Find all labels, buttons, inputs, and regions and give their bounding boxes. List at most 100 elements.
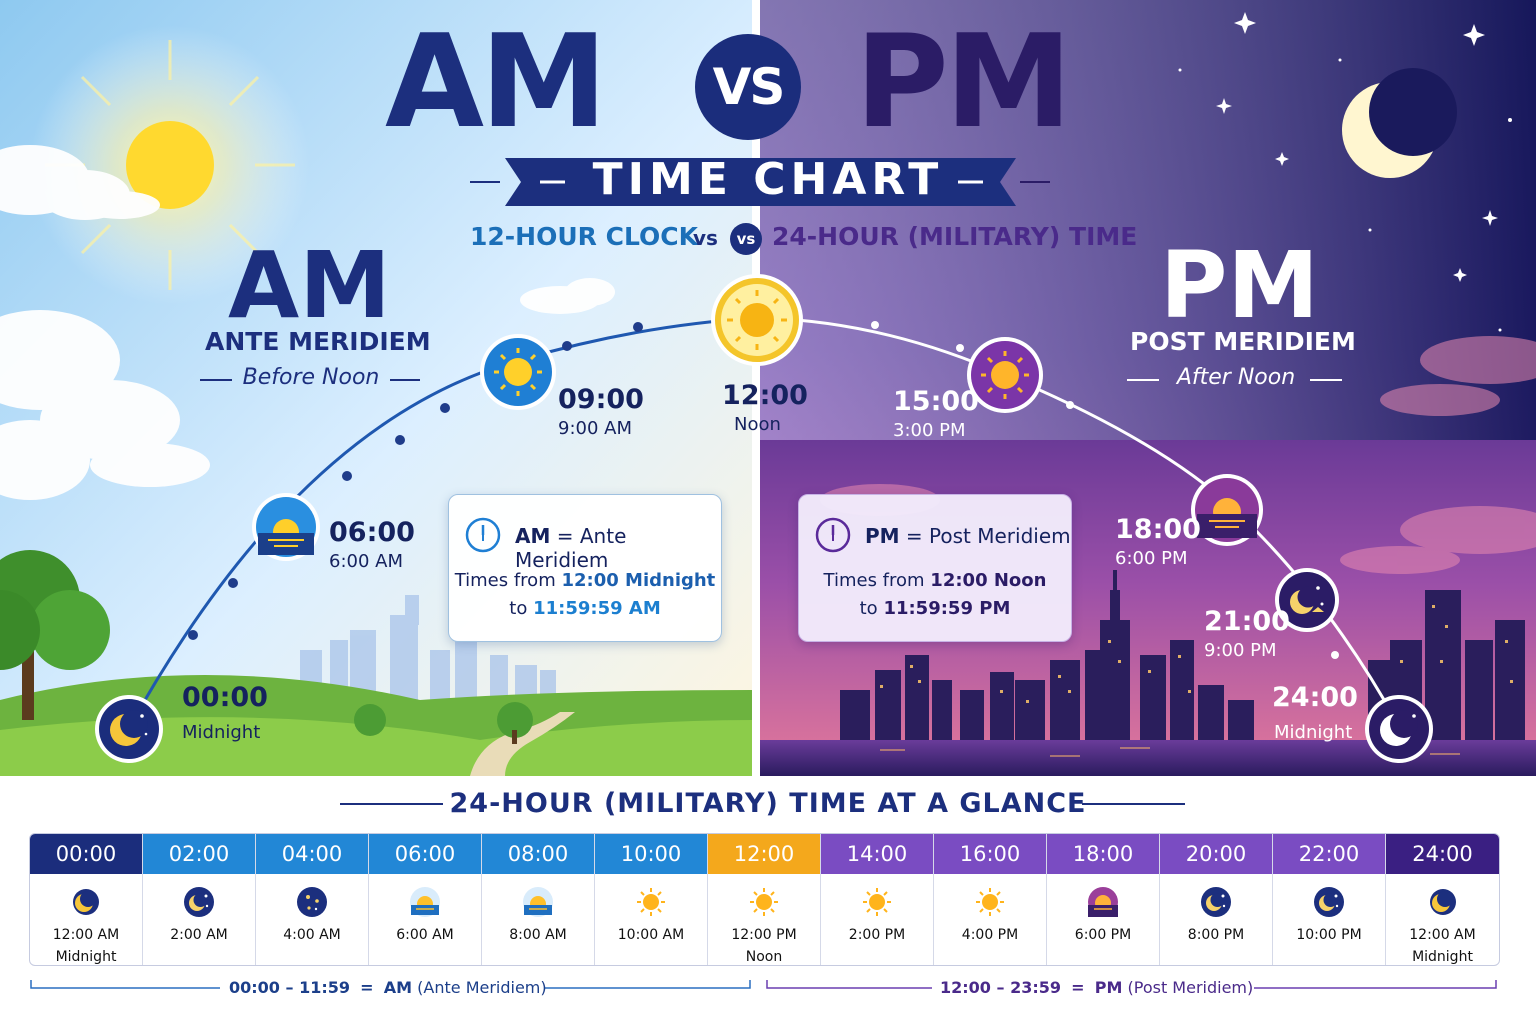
pm-card-line1: Times from 12:00 Noon	[799, 570, 1071, 591]
pm-full-name: POST MERIDIEM	[1130, 327, 1356, 356]
glance-column-1800: 18:00 6:00 PM	[1047, 834, 1160, 965]
sunrise-icon	[410, 887, 440, 917]
glance-column-header: 04:00	[256, 834, 368, 874]
clock-icon	[465, 517, 501, 553]
subtitle-12-hour: 12-HOUR CLOCK	[470, 222, 698, 251]
moon-icon	[73, 889, 99, 915]
am-card-term: Ante Meridiem	[515, 524, 627, 572]
glance-table: 00:00 12:00 AM Midnight 02:00 2:00 AM 04:00 4:…	[29, 833, 1500, 966]
pm-card-equals: =	[905, 524, 923, 548]
range-brackets	[30, 980, 1497, 989]
glance-column-header: 12:00	[708, 834, 820, 874]
marker-label-15: 3:00 PM	[893, 420, 966, 441]
glance-column-0800: 08:00 8:00 AM	[482, 834, 595, 965]
glance-column-header: 00:00	[30, 834, 142, 874]
pm-info-card: PM = Post Meridiem Times from 12:00 Noon…	[798, 494, 1072, 642]
glance-column-header: 10:00	[595, 834, 707, 874]
pm-card-heading: PM = Post Meridiem	[865, 524, 1071, 548]
glance-column-header: 24:00	[1386, 834, 1499, 874]
am-range-abbr: AM	[383, 978, 413, 997]
marker-15-sun-icon	[967, 337, 1043, 413]
sunrise-icon	[523, 887, 553, 917]
am-card-end: 11:59:59 AM	[533, 598, 661, 619]
marker-time-06: 06:00	[329, 517, 415, 548]
marker-label-12: Noon	[734, 414, 781, 435]
marker-18-sunset-icon	[1191, 474, 1263, 546]
moon-stars-icon	[1314, 887, 1344, 917]
glance-column-0400: 04:00 4:00 AM	[256, 834, 369, 965]
glance-column-header: 06:00	[369, 834, 481, 874]
glance-column-standard-time: 6:00 AM	[396, 927, 454, 943]
glance-column-header: 18:00	[1047, 834, 1159, 874]
pm-range-abbr: PM	[1094, 978, 1123, 997]
pm-range-summary: 12:00 – 23:59 = PM (Post Meridiem)	[940, 978, 1253, 997]
marker-time-24: 24:00	[1272, 682, 1358, 713]
pm-card-line2-prefix: to	[859, 598, 878, 619]
pm-card-start: 12:00 Noon	[930, 570, 1047, 591]
marker-06-sunrise-icon	[252, 493, 320, 561]
am-full-name: ANTE MERIDIEM	[205, 327, 431, 356]
title-vs-badge: VS	[695, 34, 801, 140]
am-card-start: 12:00 Midnight	[561, 570, 716, 591]
title-ribbon	[470, 158, 1050, 206]
marker-time-21: 21:00	[1204, 606, 1290, 637]
title-pm: PM	[855, 8, 1072, 157]
glance-column-note: Midnight	[55, 949, 117, 965]
am-card-line2: to 11:59:59 AM	[449, 598, 721, 619]
am-info-card: AM = Ante Meridiem Times from 12:00 Midn…	[448, 494, 722, 642]
glance-column-2000: 20:00 8:00 PM	[1160, 834, 1273, 965]
am-range-equals: =	[360, 978, 374, 997]
glance-column-standard-time: 8:00 PM	[1187, 927, 1245, 943]
glance-column-standard-time: 10:00 AM	[617, 927, 685, 943]
crescent-moon-icon	[1342, 68, 1457, 178]
glance-column-header: 20:00	[1160, 834, 1272, 874]
stars-icon	[297, 887, 327, 917]
marker-time-12: 12:00	[722, 380, 808, 411]
glance-column-1200: 12:00 12:00 PM Noon	[708, 834, 821, 965]
glance-column-header: 08:00	[482, 834, 594, 874]
pm-card-term: Post Meridiem	[929, 524, 1071, 548]
am-card-line2-prefix: to	[509, 598, 528, 619]
marker-label-24: Midnight	[1274, 722, 1353, 743]
subtitle-vs-text: vs	[693, 226, 718, 250]
pm-range-term: (Post Meridiem)	[1127, 978, 1254, 997]
marker-label-21: 9:00 PM	[1204, 640, 1277, 661]
glance-column-standard-time: 6:00 PM	[1074, 927, 1132, 943]
am-card-heading: AM = Ante Meridiem	[515, 524, 721, 572]
glance-column-1400: 14:00 2:00 PM	[821, 834, 934, 965]
pm-card-line2: to 11:59:59 PM	[799, 598, 1071, 619]
sunset-icon	[1088, 887, 1118, 917]
pm-card-label: PM	[865, 524, 900, 548]
glance-column-header: 14:00	[821, 834, 933, 874]
glance-column-note: Noon	[745, 949, 783, 965]
glance-column-1600: 16:00 4:00 PM	[934, 834, 1047, 965]
glance-column-0000: 00:00 12:00 AM Midnight	[30, 834, 143, 965]
glance-column-header: 16:00	[934, 834, 1046, 874]
glance-column-standard-time: 12:00 AM	[52, 927, 120, 943]
am-card-line1: Times from 12:00 Midnight	[449, 570, 721, 591]
glance-title: 24-HOUR (MILITARY) TIME AT A GLANCE	[449, 788, 1087, 819]
pm-card-end: 11:59:59 PM	[883, 598, 1011, 619]
marker-21-moon-stars-icon	[1275, 568, 1339, 632]
pm-meaning: After Noon	[1176, 365, 1296, 390]
am-heading: AM	[228, 232, 391, 339]
am-card-label: AM	[515, 524, 551, 548]
glance-column-standard-time: 4:00 PM	[961, 927, 1019, 943]
glance-column-standard-time: 12:00 PM	[731, 927, 797, 943]
moon-stars-icon	[1201, 887, 1231, 917]
pm-range-equals: =	[1071, 978, 1085, 997]
sun-icon	[976, 888, 1004, 916]
marker-24-moon-icon	[1365, 695, 1433, 763]
glance-column-standard-time: 10:00 PM	[1296, 927, 1362, 943]
marker-time-09: 09:00	[558, 384, 644, 415]
marker-label-00: Midnight	[182, 722, 261, 743]
am-meaning: Before Noon	[242, 365, 380, 390]
subtitle-24-hour: 24-HOUR (MILITARY) TIME	[772, 222, 1138, 251]
glance-column-standard-time: 8:00 AM	[509, 927, 567, 943]
glance-column-2400: 24:00 12:00 AM Midnight	[1386, 834, 1499, 965]
subtitle-vs-badge: vs	[730, 223, 762, 255]
sun-icon	[637, 888, 665, 916]
marker-00-moon-icon	[95, 695, 163, 763]
glance-column-standard-time: 12:00 AM	[1409, 927, 1476, 943]
am-card-line1-prefix: Times from	[454, 570, 556, 591]
